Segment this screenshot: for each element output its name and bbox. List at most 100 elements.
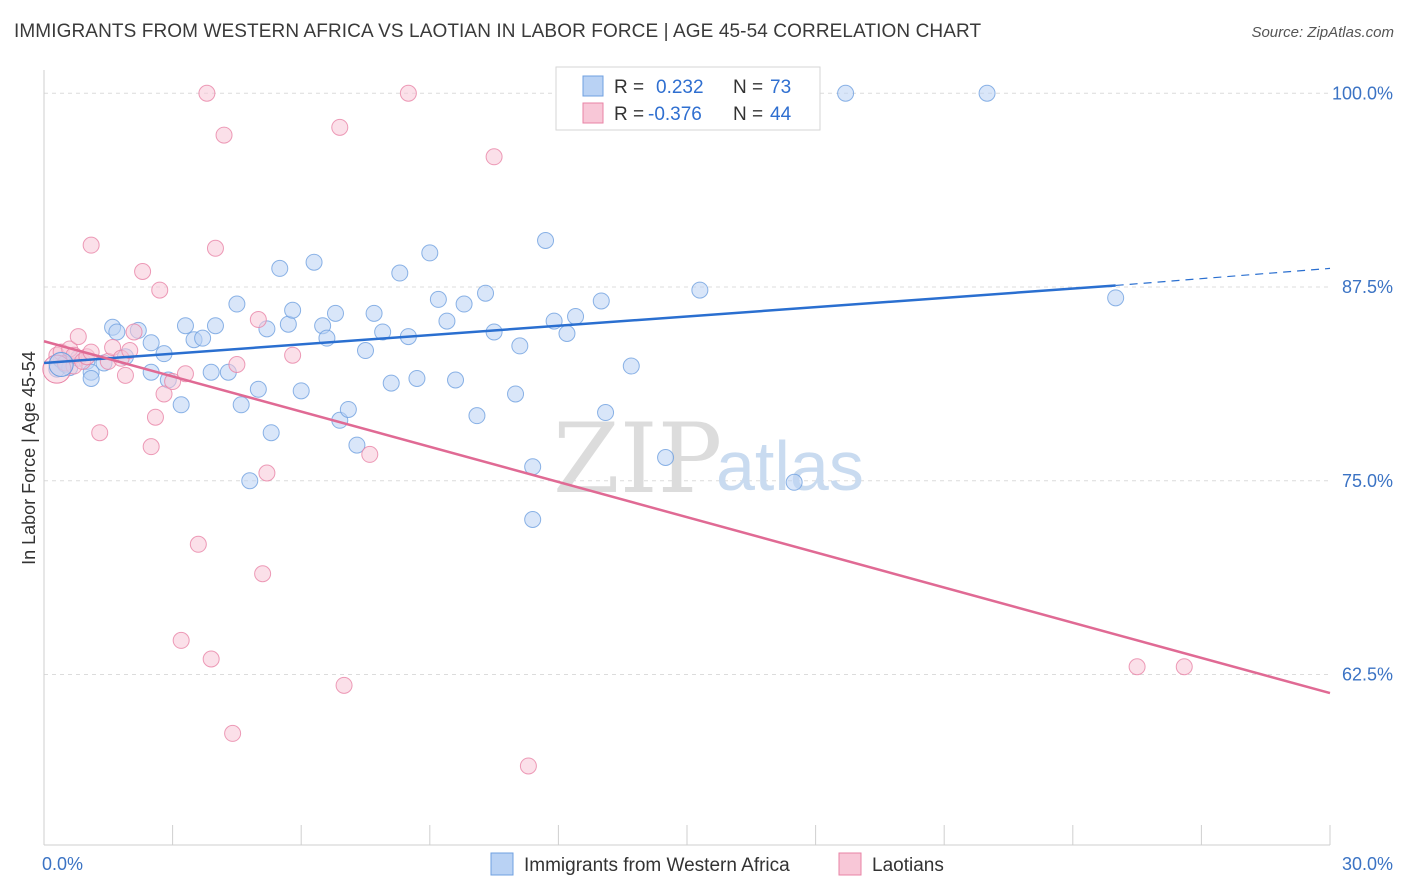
trend-lines (43, 267, 1331, 695)
data-point-laotians (335, 676, 353, 694)
chart-source: Source: ZipAtlas.com (1251, 24, 1394, 41)
legend-n-value-2: 44 (770, 104, 792, 125)
data-point-laotians (189, 535, 207, 553)
data-point-laotians (146, 408, 164, 426)
data-point-laotians (1175, 658, 1193, 676)
data-point-western-africa (622, 357, 640, 375)
data-point-laotians (361, 445, 379, 463)
data-point-laotians (116, 366, 134, 384)
data-point-western-africa (202, 363, 220, 381)
data-point-western-africa (271, 259, 289, 277)
data-point-western-africa (567, 307, 585, 325)
data-point-western-africa (691, 281, 709, 299)
data-point-western-africa (292, 382, 310, 400)
watermark: ZIP atlas (553, 403, 864, 515)
legend-top: R = 0.232 N = 73 R = -0.376 N = 44 (555, 66, 821, 131)
data-point-western-africa (537, 232, 555, 249)
data-point-laotians (198, 84, 216, 102)
data-point-western-africa (837, 84, 855, 102)
legend-bottom-swatch-blue (490, 852, 514, 876)
data-point-laotians (91, 424, 109, 442)
y-tick-label: 87.5% (1342, 277, 1393, 297)
data-point-laotians (121, 342, 139, 360)
data-point-western-africa (558, 325, 576, 342)
trend-line-western-africa (43, 284, 1116, 365)
data-point-western-africa (447, 371, 465, 389)
data-point-western-africa (142, 334, 160, 352)
data-point-laotians (206, 239, 224, 257)
data-point-laotians (224, 724, 242, 742)
legend-bottom-label-1: Immigrants from Western Africa (524, 855, 790, 876)
data-point-laotians (82, 236, 100, 254)
data-point-western-africa (82, 369, 100, 387)
watermark-atlas: atlas (716, 427, 864, 505)
data-point-western-africa (524, 511, 542, 528)
data-point-western-africa (108, 323, 126, 341)
data-point-western-africa (592, 292, 610, 310)
data-point-western-africa (262, 424, 280, 442)
data-point-western-africa (326, 304, 344, 322)
data-point-western-africa (365, 304, 383, 322)
data-point-western-africa (249, 380, 267, 398)
data-point-western-africa (408, 369, 426, 387)
data-point-laotians (142, 438, 160, 456)
y-tick-label: 100.0% (1332, 83, 1393, 103)
data-point-western-africa (468, 407, 486, 425)
legend-bottom: Immigrants from Western Africa Laotians (490, 852, 944, 876)
legend-n-value-1: 73 (770, 77, 791, 98)
data-point-western-africa (228, 295, 246, 313)
legend-r-value-1: 0.232 (656, 77, 704, 98)
data-point-western-africa (284, 301, 302, 319)
y-tick-labels: 100.0% 87.5% 75.0% 62.5% (1332, 83, 1393, 684)
data-point-western-africa (421, 244, 439, 262)
data-point-western-africa (305, 253, 323, 271)
data-point-western-africa (455, 295, 473, 313)
legend-swatch-pink (582, 102, 604, 124)
y-axis-title: In Labor Force | Age 45-54 (19, 351, 39, 565)
x-tick-label: 0.0% (42, 854, 83, 874)
data-point-laotians (249, 311, 267, 329)
data-point-western-africa (785, 473, 803, 491)
legend-r-label-2: R = (614, 104, 644, 125)
data-point-western-africa (511, 337, 529, 355)
data-point-western-africa (172, 396, 190, 414)
data-point-laotians (1128, 658, 1146, 676)
data-point-laotians (258, 464, 276, 482)
axes (43, 70, 1331, 846)
legend-bottom-swatch-pink (838, 852, 862, 876)
data-point-laotians (125, 323, 143, 341)
legend-swatch-blue (582, 75, 604, 97)
data-point-laotians (134, 263, 152, 280)
data-point-laotians (69, 328, 87, 346)
data-point-western-africa (507, 385, 525, 403)
trend-line-extension-western-africa (1115, 267, 1331, 287)
data-point-laotians (331, 118, 349, 136)
y-tick-label: 75.0% (1342, 471, 1393, 491)
data-point-western-africa (241, 472, 259, 490)
data-point-western-africa (438, 312, 456, 330)
data-point-western-africa (597, 404, 615, 422)
data-point-laotians (519, 757, 537, 775)
x-tick-labels: 0.0% 30.0% (42, 854, 1393, 874)
chart-title: IMMIGRANTS FROM WESTERN AFRICA VS LAOTIA… (14, 21, 982, 42)
grid-lines (44, 92, 1330, 675)
watermark-zip: ZIP (553, 403, 722, 515)
data-point-western-africa (477, 284, 495, 302)
data-point-western-africa (374, 323, 392, 341)
data-point-western-africa (429, 290, 447, 308)
data-point-western-africa (232, 396, 250, 414)
legend-n-label-1: N = (733, 77, 763, 98)
legend-r-value-2: -0.376 (648, 104, 702, 125)
data-point-western-africa (48, 352, 74, 377)
data-point-western-africa (348, 436, 366, 454)
data-point-laotians (155, 385, 173, 403)
data-point-laotians (215, 126, 233, 144)
data-point-laotians (399, 84, 417, 102)
legend-bottom-label-2: Laotians (872, 855, 944, 876)
data-point-laotians (485, 148, 503, 166)
data-point-western-africa (339, 400, 357, 418)
data-point-western-africa (194, 329, 212, 347)
trend-line-laotians (43, 340, 1331, 695)
data-point-laotians (151, 281, 169, 299)
